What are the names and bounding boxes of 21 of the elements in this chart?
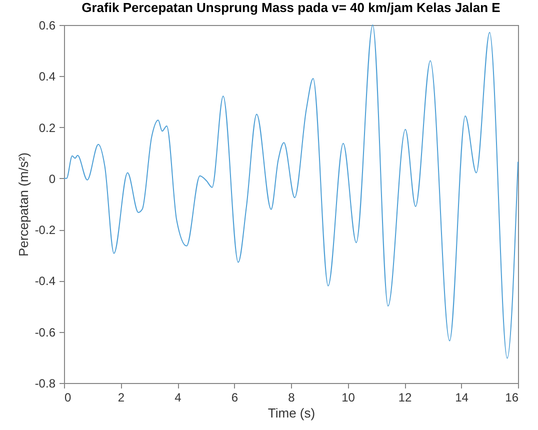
x-tick-label: 14 xyxy=(455,390,469,404)
y-tick-label: 0 xyxy=(48,172,56,186)
x-axis-title: Time (s) xyxy=(268,406,316,420)
y-tick-label: -0.8 xyxy=(34,376,56,390)
y-tick-label: 0.2 xyxy=(38,120,56,135)
x-tick-label: 4 xyxy=(174,390,182,404)
y-tick-label: 0.6 xyxy=(38,18,56,32)
y-axis-title: Percepatan (m/s²) xyxy=(16,152,31,257)
x-tick-label: 6 xyxy=(231,390,238,404)
x-tick-label: 0 xyxy=(64,390,72,404)
y-tick-label: -0.4 xyxy=(34,274,56,288)
chart-title: Grafik Percepatan Unsprung Mass pada v= 40 km/jam Kelas Jalan E xyxy=(82,0,501,15)
y-tick-label: 0.4 xyxy=(38,70,56,84)
x-tick-label: 8 xyxy=(288,390,296,404)
x-tick-label: 12 xyxy=(398,390,412,404)
x-tick-label: 2 xyxy=(118,390,125,404)
y-tick-label: -0.6 xyxy=(34,325,56,340)
line-series xyxy=(64,24,518,359)
x-tick-label: 16 xyxy=(505,390,519,404)
y-tick-label: -0.2 xyxy=(34,223,56,238)
x-tick-label: 10 xyxy=(342,390,356,404)
